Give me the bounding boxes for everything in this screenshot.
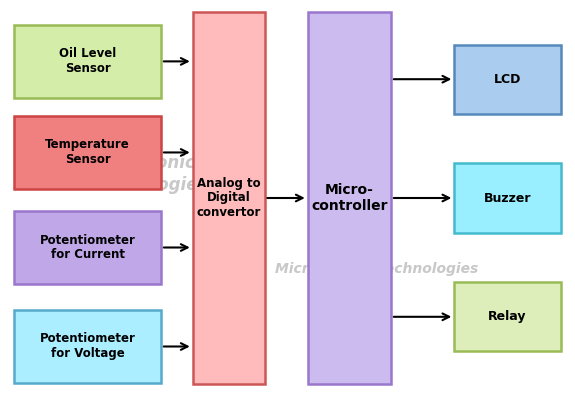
- FancyBboxPatch shape: [454, 282, 561, 352]
- Text: Buzzer: Buzzer: [484, 192, 531, 204]
- Text: Microtronics Technologies: Microtronics Technologies: [275, 262, 478, 276]
- FancyBboxPatch shape: [14, 116, 161, 189]
- FancyBboxPatch shape: [14, 211, 161, 284]
- Text: LCD: LCD: [494, 73, 521, 86]
- Text: Microtronics
Technologies: Microtronics Technologies: [86, 154, 208, 194]
- Text: Temperature
Sensor: Temperature Sensor: [45, 139, 130, 166]
- Text: Micro-
controller: Micro- controller: [311, 183, 388, 213]
- Text: Potentiometer
for Voltage: Potentiometer for Voltage: [40, 333, 136, 360]
- Text: Oil Level
Sensor: Oil Level Sensor: [59, 48, 116, 75]
- FancyBboxPatch shape: [14, 310, 161, 383]
- Text: Relay: Relay: [488, 310, 527, 323]
- FancyBboxPatch shape: [14, 25, 161, 98]
- FancyBboxPatch shape: [193, 12, 264, 384]
- FancyBboxPatch shape: [454, 163, 561, 232]
- FancyBboxPatch shape: [454, 44, 561, 114]
- Text: Analog to
Digital
convertor: Analog to Digital convertor: [197, 177, 260, 219]
- Text: Potentiometer
for Current: Potentiometer for Current: [40, 234, 136, 261]
- FancyBboxPatch shape: [308, 12, 391, 384]
